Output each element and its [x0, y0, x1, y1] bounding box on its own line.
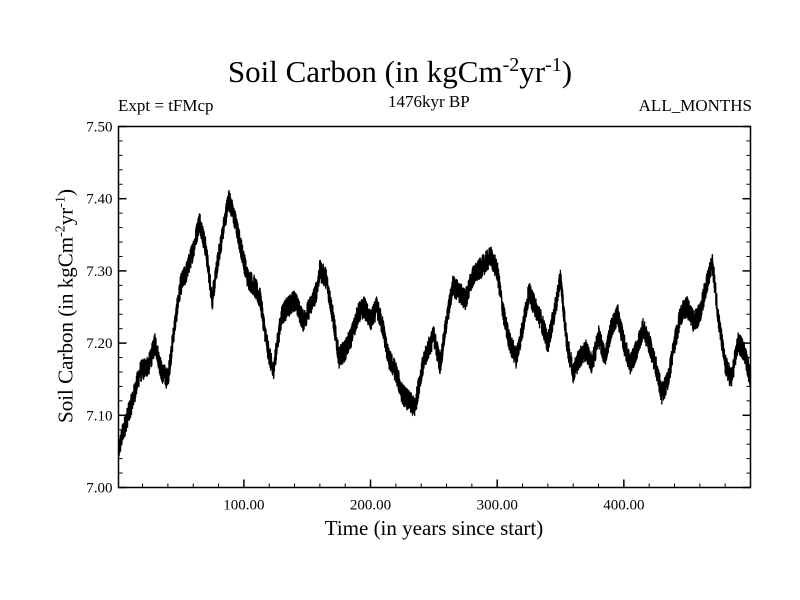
x-axis-title: Time (in years since start) [324, 516, 544, 540]
plot-frame [117, 125, 752, 489]
y-tick-label: 7.10 [86, 408, 112, 424]
experiment-label: Expt = tFMcp [118, 96, 214, 115]
y-tick-label: 7.40 [86, 192, 112, 208]
y-tick-label: 7.50 [86, 120, 112, 136]
x-tick-label: 400.00 [603, 498, 644, 514]
tick-layer: 100.00 200.00 300.00 400.00 7.00 7.10 7.20 7.30… [86, 120, 751, 514]
x-tick-label: 200.00 [350, 498, 391, 514]
y-axis-title: Soil Carbon (in kgCm-2yr-1) [53, 189, 78, 423]
period-label: 1476kyr BP [388, 92, 470, 111]
y-tick-label: 7.20 [86, 336, 112, 352]
x-tick-label: 300.00 [477, 498, 518, 514]
y-tick-label: 7.30 [86, 264, 112, 280]
months-label: ALL_MONTHS [638, 96, 752, 115]
soil-carbon-series-line [117, 189, 752, 457]
x-tick-label: 100.00 [223, 498, 264, 514]
series-layer [117, 189, 752, 457]
y-tick-label: 7.00 [86, 481, 112, 497]
chart-title: Soil Carbon (in kgCm-2yr-1) [227, 54, 573, 89]
